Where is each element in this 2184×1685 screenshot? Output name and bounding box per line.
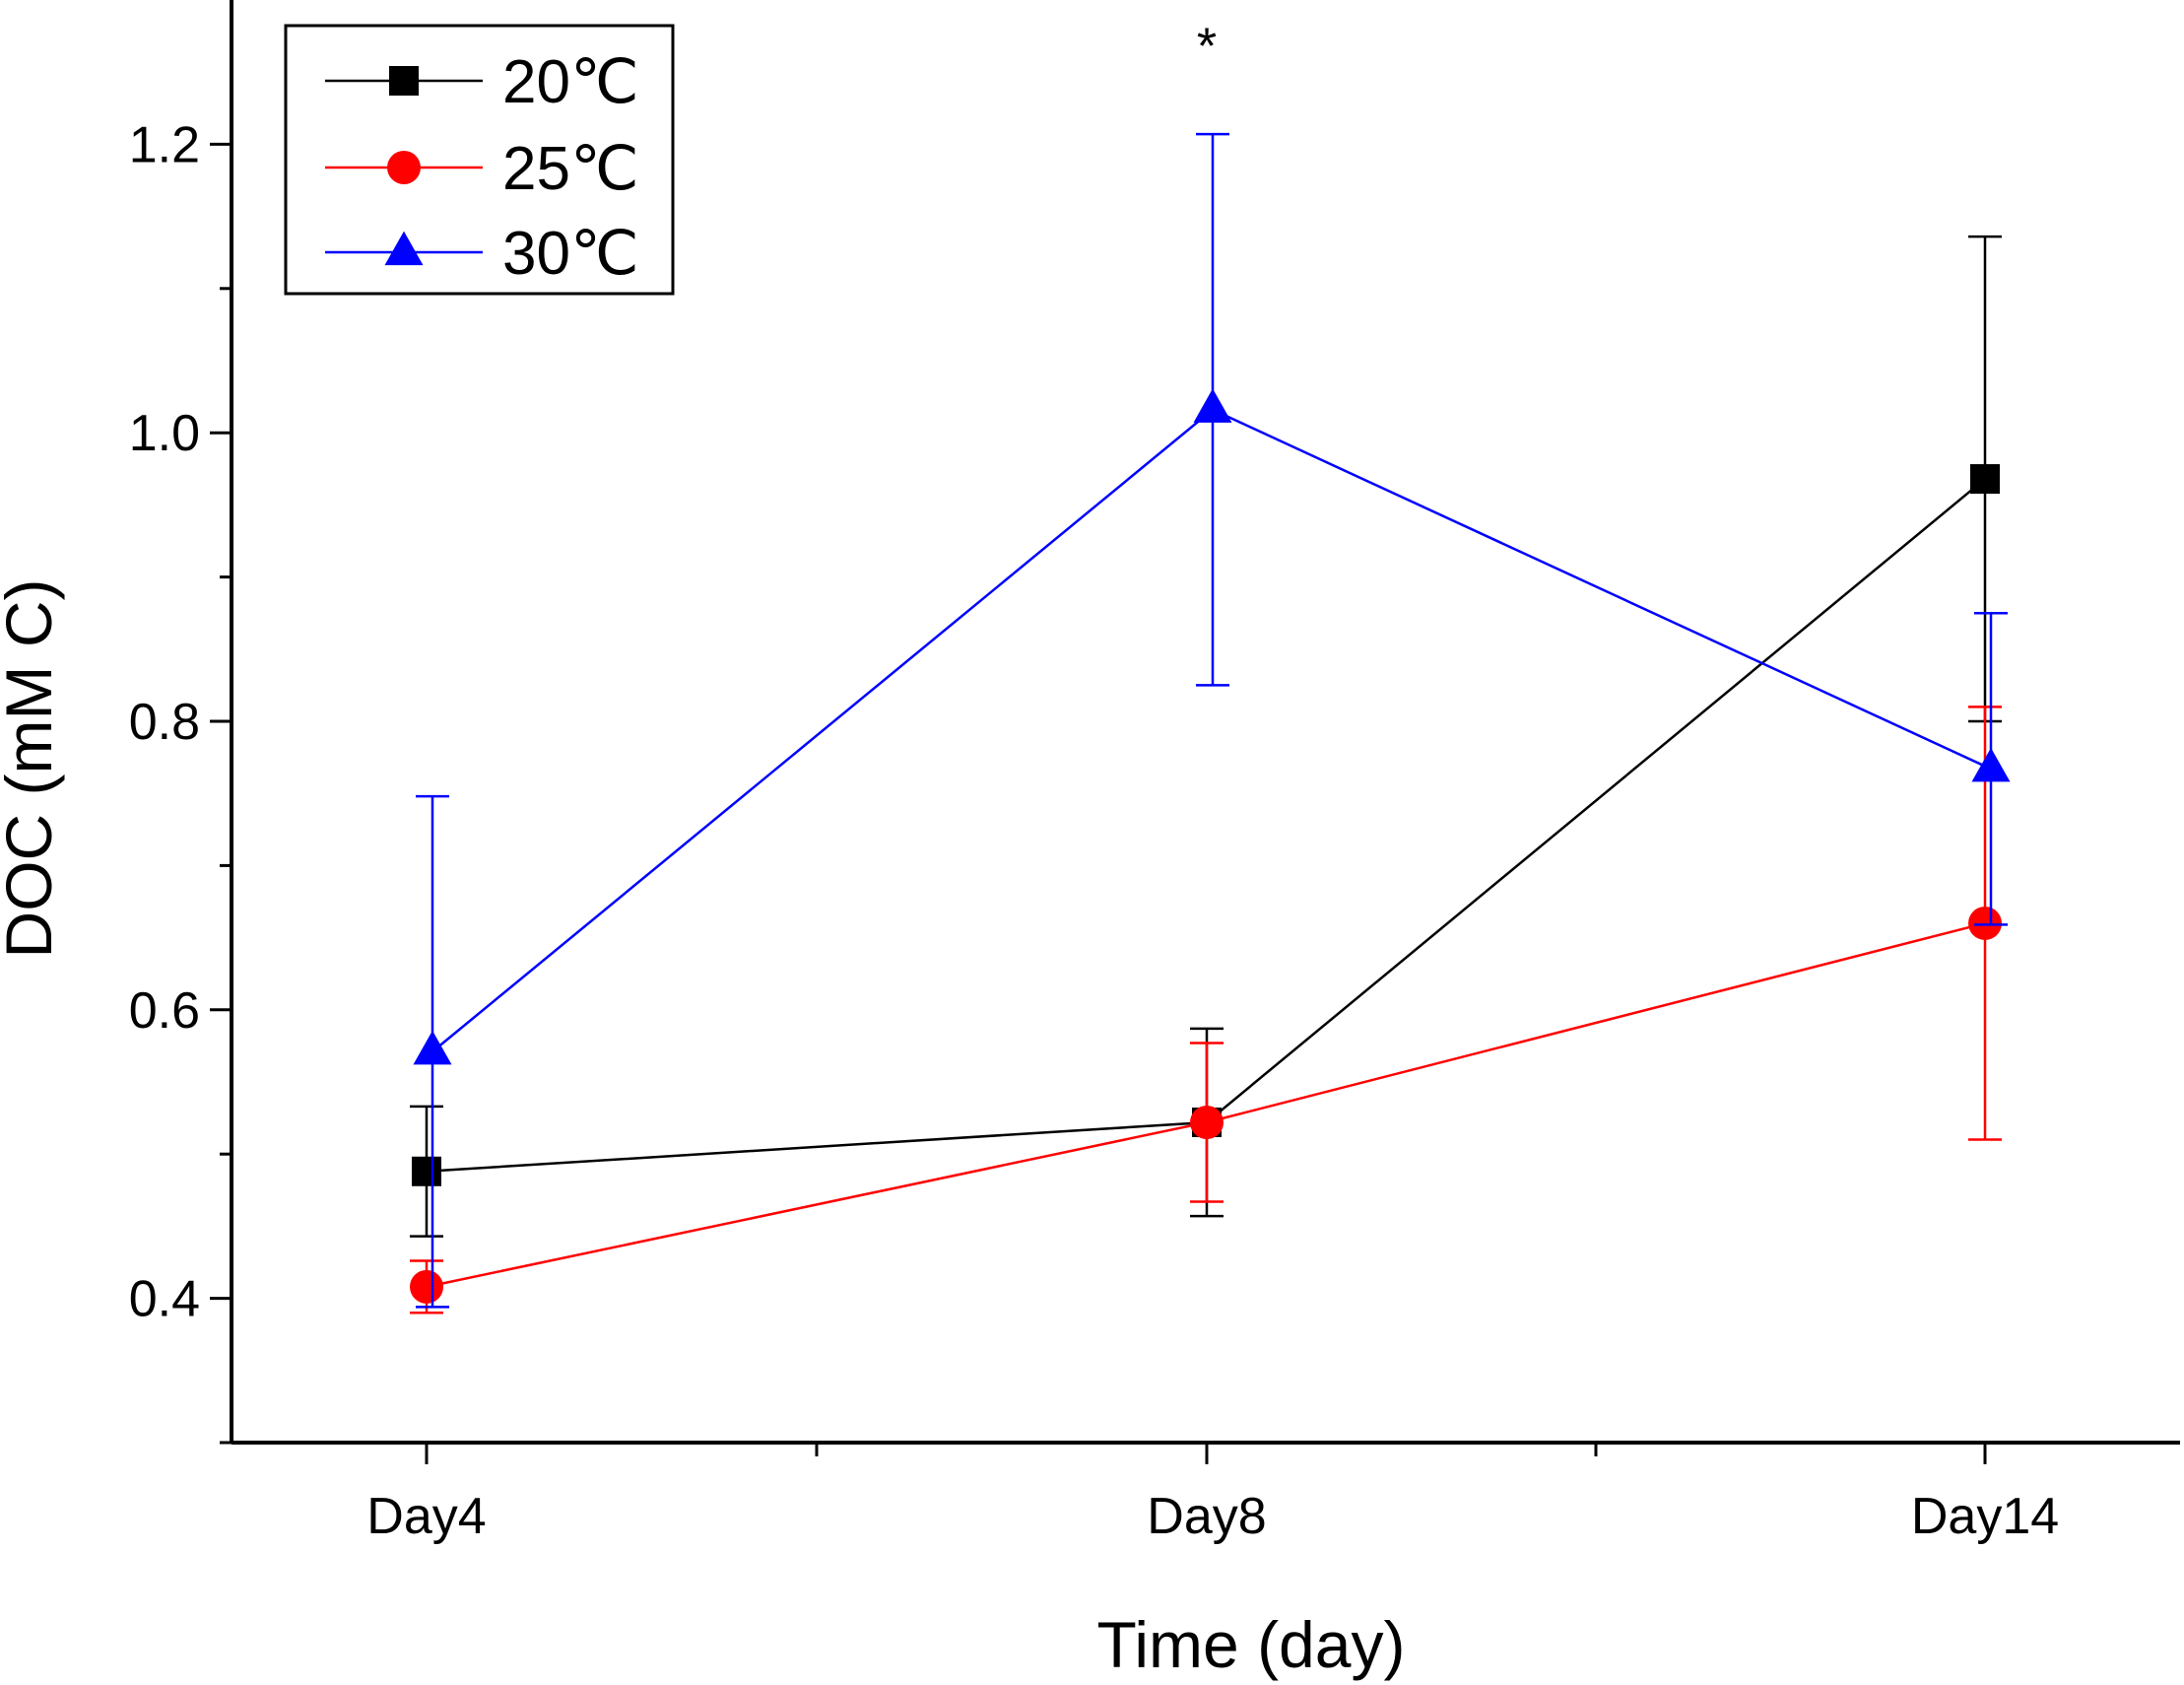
data-point xyxy=(412,1156,441,1186)
legend-label: 25℃ xyxy=(502,135,639,203)
y-tick-label: 1.0 xyxy=(129,405,200,462)
x-tick-label: Day8 xyxy=(1147,1488,1266,1545)
x-axis-title: Time (day) xyxy=(1097,1608,1406,1681)
legend-marker xyxy=(389,66,419,96)
x-ticks: Day4 Day8 Day14 xyxy=(366,1443,2059,1545)
series-layer xyxy=(410,132,2011,1314)
legend: 20℃ 25℃ 30℃ xyxy=(284,24,675,296)
legend-label: 20℃ xyxy=(502,48,639,116)
y-ticks: 0.4 0.6 0.8 1.0 1.2 xyxy=(129,116,232,1445)
y-tick-label: 1.2 xyxy=(129,116,200,173)
data-point xyxy=(1970,464,2000,495)
data-point xyxy=(1190,1105,1224,1139)
data-point xyxy=(1968,906,2002,940)
data-point xyxy=(413,1030,452,1065)
y-tick-label: 0.6 xyxy=(129,982,200,1040)
y-axis-title: DOC (mM C) xyxy=(0,579,65,959)
y-tick-label: 0.4 xyxy=(129,1271,200,1328)
data-point xyxy=(1971,747,2011,782)
y-tick-label: 0.8 xyxy=(129,694,200,751)
legend-marker xyxy=(387,151,421,184)
legend-frame xyxy=(284,24,675,296)
legend-marker xyxy=(384,231,424,266)
legend-label: 30℃ xyxy=(502,220,639,288)
data-point xyxy=(410,1269,443,1304)
series-1 xyxy=(410,706,2002,1314)
series-2 xyxy=(413,132,2011,1309)
data-point xyxy=(1193,388,1232,423)
x-tick-label: Day14 xyxy=(1911,1488,2059,1545)
x-tick-label: Day4 xyxy=(366,1488,486,1545)
annotation-layer: * xyxy=(1197,19,1217,76)
significance-marker: * xyxy=(1197,19,1217,76)
